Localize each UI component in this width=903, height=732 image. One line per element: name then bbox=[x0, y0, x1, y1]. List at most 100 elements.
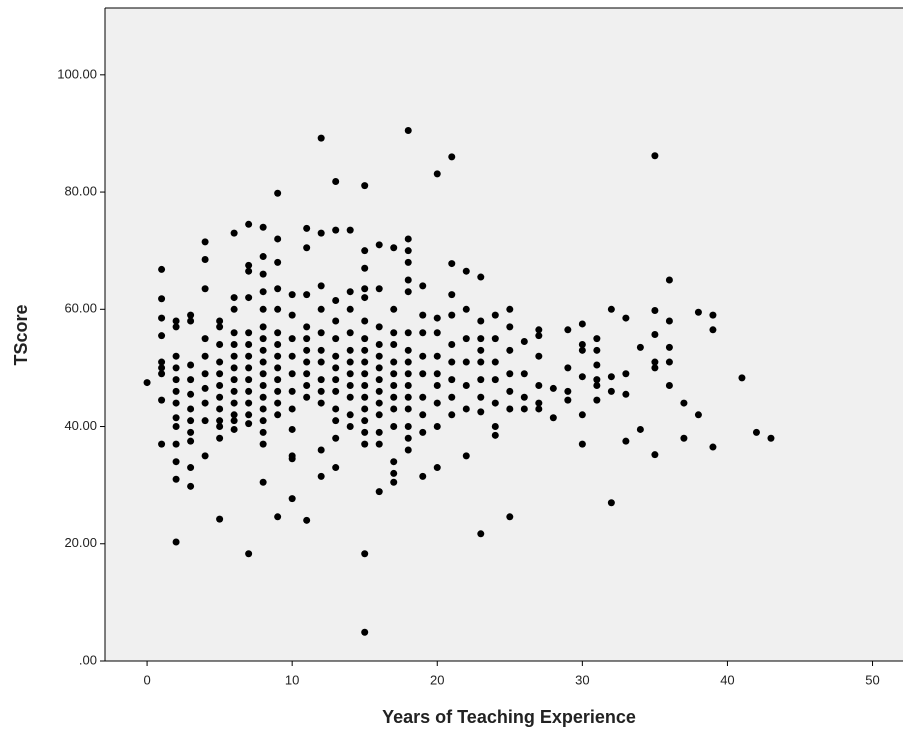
plot-area bbox=[105, 8, 903, 661]
point bbox=[230, 329, 238, 337]
point bbox=[433, 399, 441, 407]
point bbox=[187, 405, 195, 413]
point bbox=[274, 399, 282, 407]
point bbox=[404, 370, 412, 378]
point bbox=[201, 335, 209, 343]
point bbox=[390, 478, 398, 486]
point bbox=[636, 425, 644, 433]
point bbox=[651, 152, 659, 160]
point bbox=[274, 329, 282, 337]
point bbox=[549, 414, 557, 422]
point bbox=[259, 223, 267, 231]
point bbox=[477, 358, 485, 366]
point bbox=[288, 405, 296, 413]
y-tick-label: 60.00 bbox=[64, 301, 97, 316]
point bbox=[752, 428, 760, 436]
point bbox=[390, 244, 398, 252]
point bbox=[230, 411, 238, 419]
point bbox=[317, 229, 325, 237]
point bbox=[216, 393, 224, 401]
point bbox=[361, 393, 369, 401]
point bbox=[201, 352, 209, 360]
point bbox=[477, 346, 485, 354]
point bbox=[462, 267, 470, 275]
point bbox=[259, 440, 267, 448]
point bbox=[259, 478, 267, 486]
point bbox=[433, 170, 441, 178]
point bbox=[172, 376, 180, 384]
point bbox=[172, 387, 180, 395]
point bbox=[259, 381, 267, 389]
point bbox=[375, 399, 383, 407]
point bbox=[288, 335, 296, 343]
x-tick-label: 20 bbox=[430, 672, 444, 687]
point bbox=[143, 379, 151, 387]
point bbox=[332, 364, 340, 372]
point bbox=[332, 226, 340, 234]
point bbox=[158, 440, 166, 448]
y-tick-label: 20.00 bbox=[64, 535, 97, 550]
point bbox=[535, 381, 543, 389]
point bbox=[433, 381, 441, 389]
point bbox=[303, 291, 311, 299]
point bbox=[390, 469, 398, 477]
point bbox=[361, 285, 369, 293]
point bbox=[187, 437, 195, 445]
point bbox=[404, 127, 412, 135]
point bbox=[158, 332, 166, 340]
point bbox=[419, 393, 427, 401]
point bbox=[245, 340, 253, 348]
point bbox=[607, 387, 615, 395]
point bbox=[172, 364, 180, 372]
point bbox=[187, 376, 195, 384]
point bbox=[346, 381, 354, 389]
y-tick-label: 80.00 bbox=[64, 183, 97, 198]
point bbox=[404, 381, 412, 389]
point bbox=[622, 390, 630, 398]
point bbox=[187, 361, 195, 369]
point bbox=[404, 423, 412, 431]
point bbox=[433, 352, 441, 360]
point bbox=[694, 411, 702, 419]
point bbox=[361, 264, 369, 272]
point bbox=[317, 305, 325, 313]
point bbox=[506, 346, 514, 354]
point bbox=[317, 446, 325, 454]
point bbox=[317, 329, 325, 337]
point bbox=[491, 431, 499, 439]
point bbox=[332, 352, 340, 360]
point bbox=[259, 346, 267, 354]
point bbox=[158, 295, 166, 303]
point bbox=[622, 370, 630, 378]
point bbox=[274, 285, 282, 293]
point bbox=[680, 399, 688, 407]
point bbox=[419, 428, 427, 436]
point bbox=[361, 381, 369, 389]
point bbox=[462, 452, 470, 460]
point bbox=[245, 220, 253, 228]
point bbox=[288, 495, 296, 503]
point bbox=[274, 376, 282, 384]
point bbox=[288, 425, 296, 433]
point bbox=[216, 423, 224, 431]
point bbox=[404, 346, 412, 354]
point bbox=[216, 405, 224, 413]
point bbox=[477, 273, 485, 281]
point bbox=[665, 381, 673, 389]
point bbox=[448, 291, 456, 299]
point bbox=[346, 329, 354, 337]
point bbox=[564, 387, 572, 395]
point bbox=[346, 305, 354, 313]
point bbox=[158, 358, 166, 366]
point bbox=[346, 346, 354, 354]
point bbox=[172, 440, 180, 448]
point bbox=[274, 340, 282, 348]
point bbox=[187, 464, 195, 472]
point bbox=[346, 226, 354, 234]
point bbox=[274, 513, 282, 521]
point bbox=[288, 291, 296, 299]
point bbox=[216, 417, 224, 425]
point bbox=[332, 387, 340, 395]
point bbox=[332, 405, 340, 413]
point bbox=[346, 411, 354, 419]
